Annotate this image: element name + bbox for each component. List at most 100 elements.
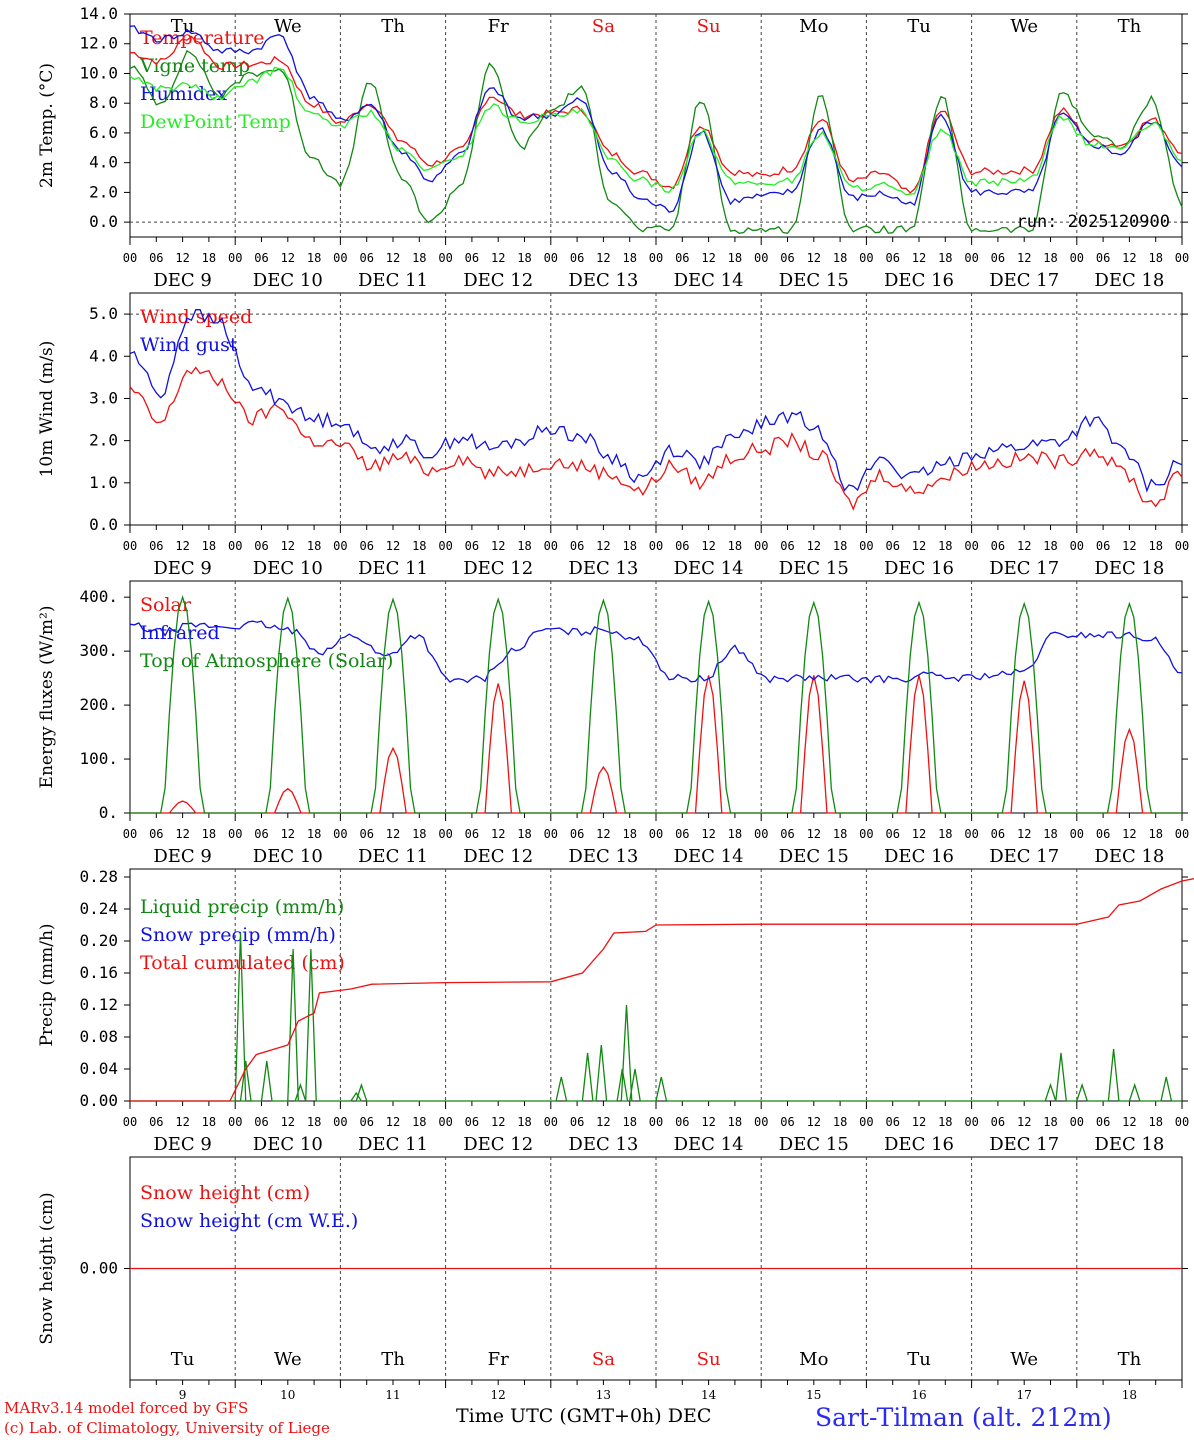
hour-tick-label: 00 (964, 251, 978, 265)
hour-tick-label: 12 (386, 539, 400, 553)
legend-entry: Humidex (140, 83, 227, 105)
legend-entry: Snow height (cm W.E.) (140, 1210, 358, 1232)
hour-tick-label: 18 (202, 827, 216, 841)
y-tick-label: 0.0 (89, 212, 118, 231)
hour-tick-label: 00 (438, 251, 452, 265)
hour-tick-label: 12 (386, 1115, 400, 1129)
weekday-label: We (274, 16, 302, 37)
model-note: MARv3.14 model forced by GFS (4, 1399, 249, 1417)
day-label: DEC 10 (253, 846, 323, 867)
hour-tick-label: 06 (1096, 827, 1110, 841)
hour-tick-label: 18 (202, 251, 216, 265)
hour-tick-label: 12 (807, 1115, 821, 1129)
hour-tick-label: 12 (175, 1115, 189, 1129)
time-axis-title: Time UTC (GMT+0h) DEC (456, 1405, 712, 1427)
day-number: 12 (491, 1388, 506, 1402)
series-line-wind-gust (129, 309, 1183, 493)
hour-tick-label: 00 (859, 827, 873, 841)
hour-tick-label: 12 (281, 827, 295, 841)
hour-tick-label: 06 (675, 539, 689, 553)
hour-tick-label: 12 (912, 1115, 926, 1129)
day-number: 16 (911, 1388, 926, 1402)
hour-tick-label: 18 (1148, 1115, 1162, 1129)
panel-5: 0.00 Snow height (cm) Tu 9 We 10 Th 11 Fr 12 Sa 13 S… (37, 1156, 1188, 1402)
hour-tick-label: 00 (754, 539, 768, 553)
series-line-dewpoint-temp (129, 66, 1183, 196)
hour-tick-label: 00 (964, 827, 978, 841)
y-tick-label: 0.12 (79, 995, 118, 1014)
day-number: 14 (701, 1388, 717, 1402)
hour-tick-label: 00 (228, 251, 242, 265)
hour-tick-label: 18 (307, 1115, 321, 1129)
hour-tick-label: 12 (175, 539, 189, 553)
hour-tick-label: 00 (754, 251, 768, 265)
hour-tick-label: 06 (570, 1115, 584, 1129)
day-number: 11 (385, 1388, 400, 1402)
hour-tick-label: 00 (649, 827, 663, 841)
weekday-label: Sa (592, 16, 615, 37)
hour-tick-label: 12 (596, 251, 610, 265)
hour-tick-label: 06 (1096, 1115, 1110, 1129)
y-axis-label: 2m Temp. (°C) (37, 63, 57, 188)
hour-tick-label: 06 (254, 827, 268, 841)
day-number: 10 (280, 1388, 295, 1402)
day-label: DEC 18 (1094, 558, 1164, 579)
day-label: DEC 15 (779, 1134, 849, 1155)
y-tick-label: 1.0 (89, 473, 118, 492)
hour-tick-label: 18 (1043, 1115, 1057, 1129)
legend-entry: Top of Atmosphere (Solar) (140, 650, 393, 672)
weekday-label: Th (1118, 1349, 1142, 1370)
day-label: DEC 16 (884, 558, 954, 579)
series-line-top-of-atmosphere-solar- (130, 595, 1182, 814)
hour-tick-label: 18 (622, 539, 636, 553)
hour-tick-label: 06 (675, 1115, 689, 1129)
hour-tick-label: 00 (544, 251, 558, 265)
y-axis-label: 10m Wind (m/s) (37, 341, 57, 478)
weekday-label: Su (697, 1349, 721, 1370)
hour-tick-label: 00 (123, 827, 137, 841)
legend-entry: Wind gust (140, 334, 238, 356)
y-tick-label: 0.28 (79, 867, 118, 886)
weekday-label: We (1010, 1349, 1038, 1370)
hour-tick-label: 00 (1175, 827, 1189, 841)
hour-tick-label: 12 (912, 539, 926, 553)
day-label: DEC 16 (884, 846, 954, 867)
hour-tick-label: 06 (465, 1115, 479, 1129)
weekday-label: Sa (592, 1349, 615, 1370)
hour-tick-label: 06 (465, 539, 479, 553)
hour-tick-label: 00 (859, 539, 873, 553)
series-line-vigne-temp (129, 49, 1183, 235)
panel-4: 0.00 0.04 0.08 0.12 0.16 0.20 0.24 0.28 Precip (… (37, 867, 1194, 1155)
hour-tick-label: 00 (1070, 539, 1084, 553)
hour-tick-label: 06 (780, 827, 794, 841)
hour-tick-label: 18 (833, 1115, 847, 1129)
y-tick-label: 400. (79, 587, 118, 606)
hour-tick-label: 12 (491, 827, 505, 841)
day-number: 15 (806, 1388, 821, 1402)
y-tick-label: 8.0 (89, 93, 118, 112)
day-label: DEC 9 (153, 558, 212, 579)
hour-tick-label: 00 (333, 827, 347, 841)
day-label: DEC 9 (153, 1134, 212, 1155)
hour-tick-label: 12 (491, 1115, 505, 1129)
hour-tick-label: 06 (149, 1115, 163, 1129)
y-axis-label: Snow height (cm) (37, 1192, 57, 1344)
series-line-infrared (129, 620, 1183, 684)
y-tick-label: 0.16 (79, 963, 118, 982)
hour-tick-label: 12 (386, 251, 400, 265)
hour-tick-label: 12 (1017, 251, 1031, 265)
hour-tick-label: 00 (649, 539, 663, 553)
hour-tick-label: 00 (333, 251, 347, 265)
hour-tick-label: 06 (570, 827, 584, 841)
hour-tick-label: 00 (544, 1115, 558, 1129)
run-label: run: 2025120900 (1016, 212, 1170, 232)
hour-tick-label: 18 (412, 827, 426, 841)
day-label: DEC 14 (674, 1134, 744, 1155)
hour-tick-label: 06 (1096, 251, 1110, 265)
hour-tick-label: 18 (517, 251, 531, 265)
weekday-label: Th (1118, 16, 1142, 37)
hour-tick-label: 00 (1070, 1115, 1084, 1129)
y-tick-label: 300. (79, 641, 118, 660)
y-tick-label: 3.0 (89, 388, 118, 407)
day-label: DEC 15 (779, 846, 849, 867)
